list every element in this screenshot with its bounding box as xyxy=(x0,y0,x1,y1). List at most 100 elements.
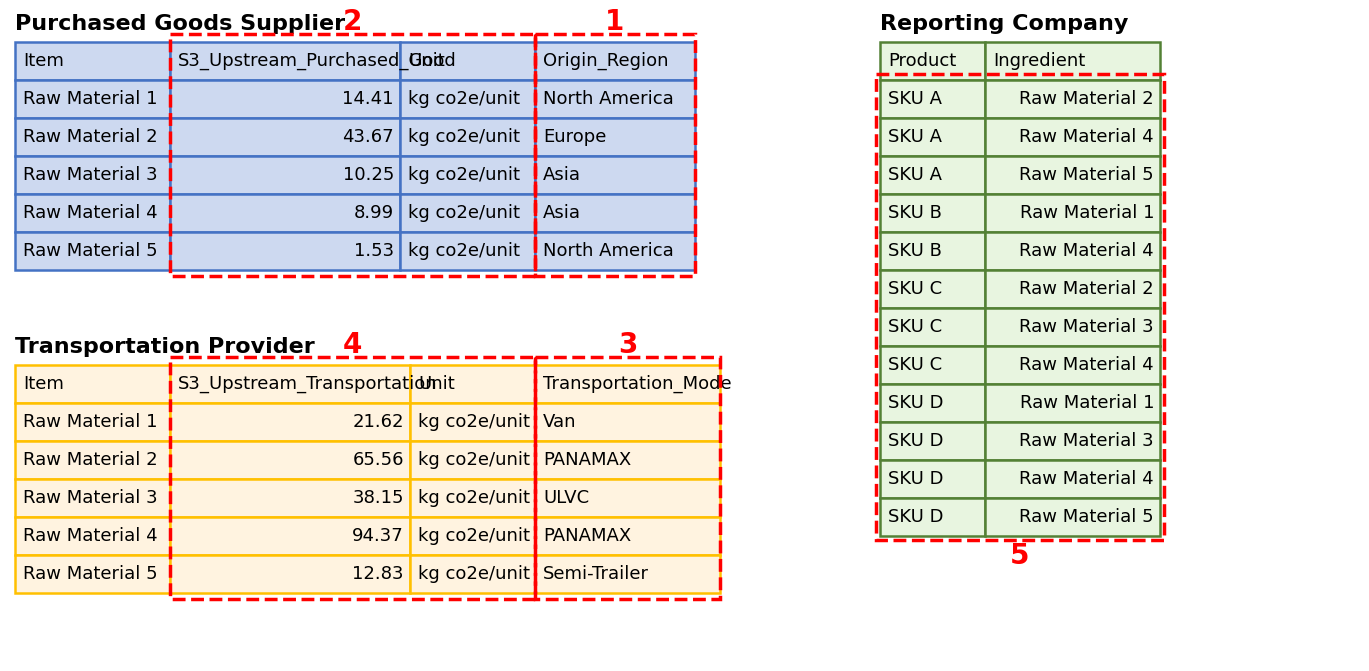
Bar xyxy=(535,357,720,599)
Bar xyxy=(400,118,535,156)
Bar xyxy=(986,498,1160,536)
Text: Semi-Trailer: Semi-Trailer xyxy=(543,565,649,583)
Bar xyxy=(409,441,535,479)
Text: Purchased Goods Supplier: Purchased Goods Supplier xyxy=(15,14,345,34)
Text: Raw Material 2: Raw Material 2 xyxy=(23,451,157,469)
Text: kg co2e/unit: kg co2e/unit xyxy=(418,451,530,469)
Text: Raw Material 1: Raw Material 1 xyxy=(23,90,157,108)
Bar xyxy=(15,118,170,156)
Text: Raw Material 3: Raw Material 3 xyxy=(1020,432,1154,450)
Bar xyxy=(170,479,409,517)
Bar xyxy=(880,194,986,232)
Bar xyxy=(986,156,1160,194)
Text: 5: 5 xyxy=(1010,542,1029,570)
Text: SKU A: SKU A xyxy=(888,166,942,184)
Text: Raw Material 3: Raw Material 3 xyxy=(1020,318,1154,336)
Bar xyxy=(170,118,400,156)
Text: kg co2e/unit: kg co2e/unit xyxy=(408,242,520,260)
Bar xyxy=(535,403,720,441)
Bar xyxy=(880,498,986,536)
Text: kg co2e/unit: kg co2e/unit xyxy=(418,565,530,583)
Bar xyxy=(535,80,695,118)
Bar xyxy=(409,365,535,403)
Bar xyxy=(15,80,170,118)
Text: 38.15: 38.15 xyxy=(352,489,404,507)
Bar xyxy=(409,403,535,441)
Bar xyxy=(409,479,535,517)
Text: kg co2e/unit: kg co2e/unit xyxy=(408,128,520,146)
Text: kg co2e/unit: kg co2e/unit xyxy=(418,413,530,431)
Bar xyxy=(400,194,535,232)
Text: ULVC: ULVC xyxy=(543,489,589,507)
Text: SKU C: SKU C xyxy=(888,318,942,336)
Text: kg co2e/unit: kg co2e/unit xyxy=(408,90,520,108)
Text: Origin_Region: Origin_Region xyxy=(543,52,668,70)
Bar xyxy=(409,517,535,555)
Bar xyxy=(400,42,535,80)
Text: SKU D: SKU D xyxy=(888,508,943,526)
Text: 10.25: 10.25 xyxy=(342,166,394,184)
Text: SKU D: SKU D xyxy=(888,470,943,488)
Text: Raw Material 5: Raw Material 5 xyxy=(1020,508,1154,526)
Bar xyxy=(880,460,986,498)
Bar xyxy=(400,80,535,118)
Bar xyxy=(535,156,695,194)
Bar xyxy=(876,74,1164,540)
Bar xyxy=(15,194,170,232)
Bar xyxy=(400,232,535,270)
Text: 4: 4 xyxy=(342,331,363,359)
Bar xyxy=(15,42,170,80)
Text: 1: 1 xyxy=(605,8,624,36)
Bar xyxy=(15,365,170,403)
Bar xyxy=(170,232,400,270)
Text: Raw Material 1: Raw Material 1 xyxy=(23,413,157,431)
Text: Asia: Asia xyxy=(543,204,580,222)
Text: kg co2e/unit: kg co2e/unit xyxy=(408,166,520,184)
Bar xyxy=(986,118,1160,156)
Text: Transportation_Mode: Transportation_Mode xyxy=(543,375,731,393)
Bar xyxy=(170,365,409,403)
Text: Raw Material 4: Raw Material 4 xyxy=(1020,128,1154,146)
Text: kg co2e/unit: kg co2e/unit xyxy=(408,204,520,222)
Text: 8.99: 8.99 xyxy=(353,204,394,222)
Text: Europe: Europe xyxy=(543,128,606,146)
Bar xyxy=(170,555,409,593)
Bar xyxy=(880,232,986,270)
Text: 12.83: 12.83 xyxy=(352,565,404,583)
Text: SKU B: SKU B xyxy=(888,242,942,260)
Text: 2: 2 xyxy=(342,8,363,36)
Bar xyxy=(880,270,986,308)
Text: Ingredient: Ingredient xyxy=(993,52,1086,70)
Bar xyxy=(400,156,535,194)
Text: SKU B: SKU B xyxy=(888,204,942,222)
Bar xyxy=(170,80,400,118)
Text: SKU C: SKU C xyxy=(888,280,942,298)
Bar xyxy=(535,232,695,270)
Text: Product: Product xyxy=(888,52,957,70)
Text: Raw Material 4: Raw Material 4 xyxy=(1020,242,1154,260)
Bar xyxy=(986,42,1160,80)
Text: S3_Upstream_Purchased_Good: S3_Upstream_Purchased_Good xyxy=(178,52,457,70)
Text: Transportation Provider: Transportation Provider xyxy=(15,337,315,357)
Bar xyxy=(880,118,986,156)
Text: SKU C: SKU C xyxy=(888,356,942,374)
Text: 3: 3 xyxy=(617,331,637,359)
Text: Unit: Unit xyxy=(408,52,445,70)
Bar xyxy=(986,194,1160,232)
Bar xyxy=(170,357,535,599)
Text: Reporting Company: Reporting Company xyxy=(880,14,1128,34)
Bar xyxy=(880,156,986,194)
Bar xyxy=(535,517,720,555)
Text: 65.56: 65.56 xyxy=(352,451,404,469)
Text: PANAMAX: PANAMAX xyxy=(543,527,631,545)
Bar xyxy=(15,156,170,194)
Bar xyxy=(880,422,986,460)
Bar xyxy=(170,194,400,232)
Text: Raw Material 4: Raw Material 4 xyxy=(1020,356,1154,374)
Bar xyxy=(535,441,720,479)
Text: North America: North America xyxy=(543,242,674,260)
Text: SKU D: SKU D xyxy=(888,432,943,450)
Bar xyxy=(535,365,720,403)
Text: Raw Material 5: Raw Material 5 xyxy=(23,565,157,583)
Bar xyxy=(535,479,720,517)
